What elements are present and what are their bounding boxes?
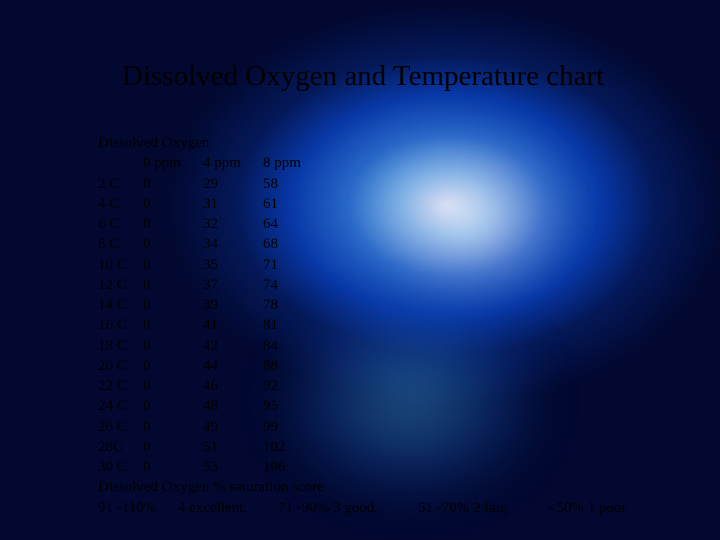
row-value: 35	[203, 255, 263, 275]
col-header-0ppm: 0 ppm	[143, 153, 203, 173]
row-value: 68	[263, 234, 323, 254]
row-value: 0	[143, 457, 203, 477]
row-temp: 2 C	[98, 174, 143, 194]
footer-line-1: Dissolved Oxygen % saturation score	[98, 477, 720, 497]
row-value: 0	[143, 295, 203, 315]
score-51-70: 51 -70% 2 fair,	[418, 498, 548, 518]
row-value: 0	[143, 194, 203, 214]
row-temp: 28C	[98, 437, 143, 457]
col-header-temp	[98, 153, 143, 173]
row-value: 84	[263, 336, 323, 356]
row-value: 64	[263, 214, 323, 234]
row-value: 0	[143, 234, 203, 254]
row-value: 46	[203, 376, 263, 396]
row-temp: 4 C	[98, 194, 143, 214]
row-value: 34	[203, 234, 263, 254]
row-temp: 24 C	[98, 396, 143, 416]
row-value: 44	[203, 356, 263, 376]
row-temp: 18 C	[98, 336, 143, 356]
table-row: 6 C03264	[98, 214, 720, 234]
row-value: 74	[263, 275, 323, 295]
row-value: 99	[263, 417, 323, 437]
table-row: 14 C03978	[98, 295, 720, 315]
table-row: 28C051102	[98, 437, 720, 457]
table-subheading: Dissolved Oxygen	[98, 133, 720, 153]
row-value: 0	[143, 255, 203, 275]
row-temp: 16 C	[98, 315, 143, 335]
row-temp: 20 C	[98, 356, 143, 376]
row-value: 0	[143, 174, 203, 194]
row-temp: 12 C	[98, 275, 143, 295]
row-value: 48	[203, 396, 263, 416]
row-value: 106	[263, 457, 323, 477]
page-title: Dissolved Oxygen and Temperature chart	[122, 60, 720, 93]
table-row: 20 C04488	[98, 356, 720, 376]
row-value: 37	[203, 275, 263, 295]
row-value: 95	[263, 396, 323, 416]
row-temp: 10 C	[98, 255, 143, 275]
row-value: 51	[203, 437, 263, 457]
row-value: 31	[203, 194, 263, 214]
row-value: 0	[143, 437, 203, 457]
score-line: 91 -110% 4 excellent, 71 -90% 3 good, 51…	[98, 498, 720, 518]
row-value: 0	[143, 315, 203, 335]
table-row: 12 C03774	[98, 275, 720, 295]
row-value: 78	[263, 295, 323, 315]
row-temp: 8 C	[98, 234, 143, 254]
row-value: 0	[143, 214, 203, 234]
table-body: 2 C029584 C031616 C032648 C0346810 C0357…	[98, 174, 720, 478]
row-temp: 22 C	[98, 376, 143, 396]
table-row: 16 C04181	[98, 315, 720, 335]
table-row: 8 C03468	[98, 234, 720, 254]
row-value: 0	[143, 336, 203, 356]
row-value: 0	[143, 356, 203, 376]
row-value: 71	[263, 255, 323, 275]
row-temp: 14 C	[98, 295, 143, 315]
row-value: 42	[203, 336, 263, 356]
row-temp: 6 C	[98, 214, 143, 234]
row-value: 0	[143, 396, 203, 416]
row-value: 53	[203, 457, 263, 477]
table-row: 30 C053106	[98, 457, 720, 477]
table-row: 24 C04895	[98, 396, 720, 416]
row-value: 29	[203, 174, 263, 194]
score-71-90: 71 -90% 3 good,	[278, 498, 418, 518]
row-value: 49	[203, 417, 263, 437]
row-value: 0	[143, 417, 203, 437]
table-row: 26 C04999	[98, 417, 720, 437]
data-block: Dissolved Oxygen 0 ppm 4 ppm 8 ppm 2 C02…	[98, 133, 720, 518]
table-row: 2 C02958	[98, 174, 720, 194]
row-value: 61	[263, 194, 323, 214]
row-value: 41	[203, 315, 263, 335]
table-row: 18 C04284	[98, 336, 720, 356]
row-value: 0	[143, 275, 203, 295]
table-row: 4 C03161	[98, 194, 720, 214]
row-value: 39	[203, 295, 263, 315]
row-temp: 26 C	[98, 417, 143, 437]
table-header-row: 0 ppm 4 ppm 8 ppm	[98, 153, 720, 173]
row-value: 32	[203, 214, 263, 234]
slide-content: Dissolved Oxygen and Temperature chart D…	[0, 0, 720, 540]
row-value: 92	[263, 376, 323, 396]
col-header-8ppm: 8 ppm	[263, 153, 323, 173]
row-temp: 30 C	[98, 457, 143, 477]
row-value: 88	[263, 356, 323, 376]
row-value: 0	[143, 376, 203, 396]
row-value: 102	[263, 437, 323, 457]
col-header-4ppm: 4 ppm	[203, 153, 263, 173]
score-91-110: 91 -110%	[98, 498, 178, 518]
table-row: 10 C03571	[98, 255, 720, 275]
table-row: 22 C04692	[98, 376, 720, 396]
score-excellent: 4 excellent,	[178, 498, 278, 518]
row-value: 81	[263, 315, 323, 335]
score-lt50: <50% 1 poor	[548, 498, 648, 518]
row-value: 58	[263, 174, 323, 194]
